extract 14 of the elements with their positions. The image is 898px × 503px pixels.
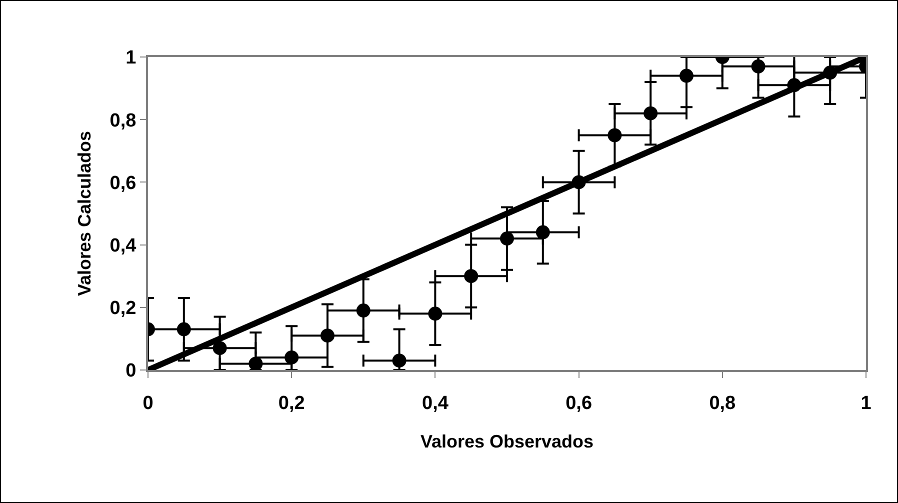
- x-tick-label: 0: [142, 392, 154, 414]
- x-tick-label: 0,4: [422, 392, 449, 414]
- x-axis-title: Valores Observados: [420, 431, 594, 452]
- y-tick-label: 0,6: [110, 172, 136, 194]
- x-tick-label: 0,2: [278, 392, 305, 414]
- y-tick-label: 0,8: [110, 110, 136, 132]
- y-tick-label: 0,2: [110, 298, 136, 320]
- y-tick-label: 0,4: [110, 235, 137, 256]
- x-tick-label: 1: [860, 392, 872, 414]
- x-tick-label: 0,6: [566, 392, 592, 414]
- y-tick-label: 0: [126, 360, 136, 382]
- x-tick-label: 0,8: [709, 392, 736, 414]
- y-axis-title: Valores Calculados: [74, 130, 94, 296]
- y-tick-label: 1: [126, 48, 137, 69]
